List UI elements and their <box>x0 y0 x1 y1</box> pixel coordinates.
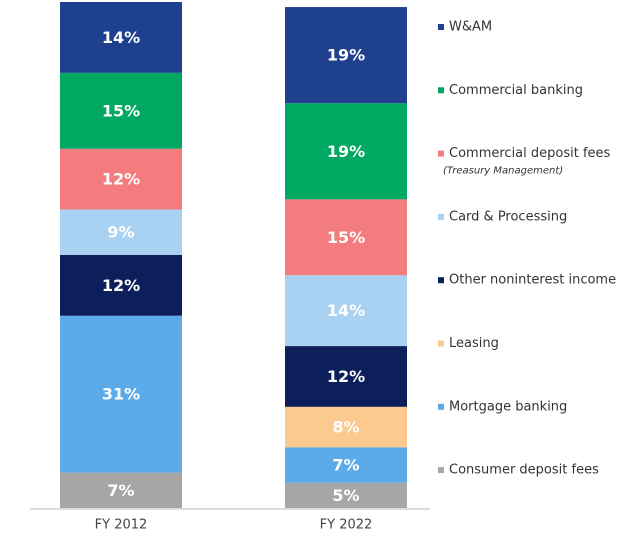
value-label: 7% <box>107 481 134 500</box>
legend-swatch <box>438 150 444 157</box>
value-label: 8% <box>332 418 359 437</box>
legend-note: (Treasury Management) <box>443 166 563 177</box>
bar-segment <box>285 199 407 276</box>
legend-swatch <box>438 340 444 347</box>
value-label: 14% <box>102 28 140 47</box>
bar-segment <box>60 255 182 316</box>
legend-swatch <box>438 403 444 410</box>
value-label: 14% <box>327 301 365 320</box>
x-tick-label: FY 2022 <box>320 518 373 533</box>
value-label: 31% <box>102 385 140 404</box>
legend-label: Leasing <box>449 336 499 351</box>
x-tick-label: FY 2012 <box>95 518 148 533</box>
bar-segment <box>285 346 407 407</box>
value-label: 19% <box>327 142 365 161</box>
value-label: 7% <box>332 455 359 474</box>
legend-label: Card & Processing <box>449 209 567 224</box>
value-label: 12% <box>102 276 140 295</box>
legend-swatch <box>438 213 444 220</box>
value-label: 12% <box>327 367 365 386</box>
legend-swatch <box>438 87 444 94</box>
bar-segment <box>285 447 407 483</box>
legend-swatch <box>438 277 444 284</box>
bar-segment <box>60 148 182 210</box>
bar-segment <box>60 72 182 149</box>
bar-segment <box>60 2 182 73</box>
value-label: 9% <box>107 223 134 242</box>
bar-segment <box>285 482 407 508</box>
bar-segment <box>60 472 182 508</box>
value-label: 19% <box>327 46 365 65</box>
legend-label: Consumer deposit fees <box>449 463 599 478</box>
legend-swatch <box>438 24 444 30</box>
bar-segment <box>285 275 407 347</box>
value-label: 5% <box>332 486 359 505</box>
legend-label: Commercial deposit fees <box>449 146 611 161</box>
legend-label: Other noninterest income <box>449 273 616 288</box>
value-label: 12% <box>102 170 140 189</box>
legend-swatch <box>438 467 444 474</box>
legend-label: W&AM <box>449 20 492 35</box>
value-label: 15% <box>102 101 140 120</box>
bar-segment <box>285 103 407 200</box>
legend-label: Mortgage banking <box>449 399 567 414</box>
legend-label: Commercial banking <box>449 83 583 98</box>
bar-segment <box>60 209 182 255</box>
bar-segment <box>285 7 407 104</box>
bar-segment <box>60 315 182 473</box>
value-label: 15% <box>327 228 365 247</box>
bar-segment <box>285 406 407 448</box>
